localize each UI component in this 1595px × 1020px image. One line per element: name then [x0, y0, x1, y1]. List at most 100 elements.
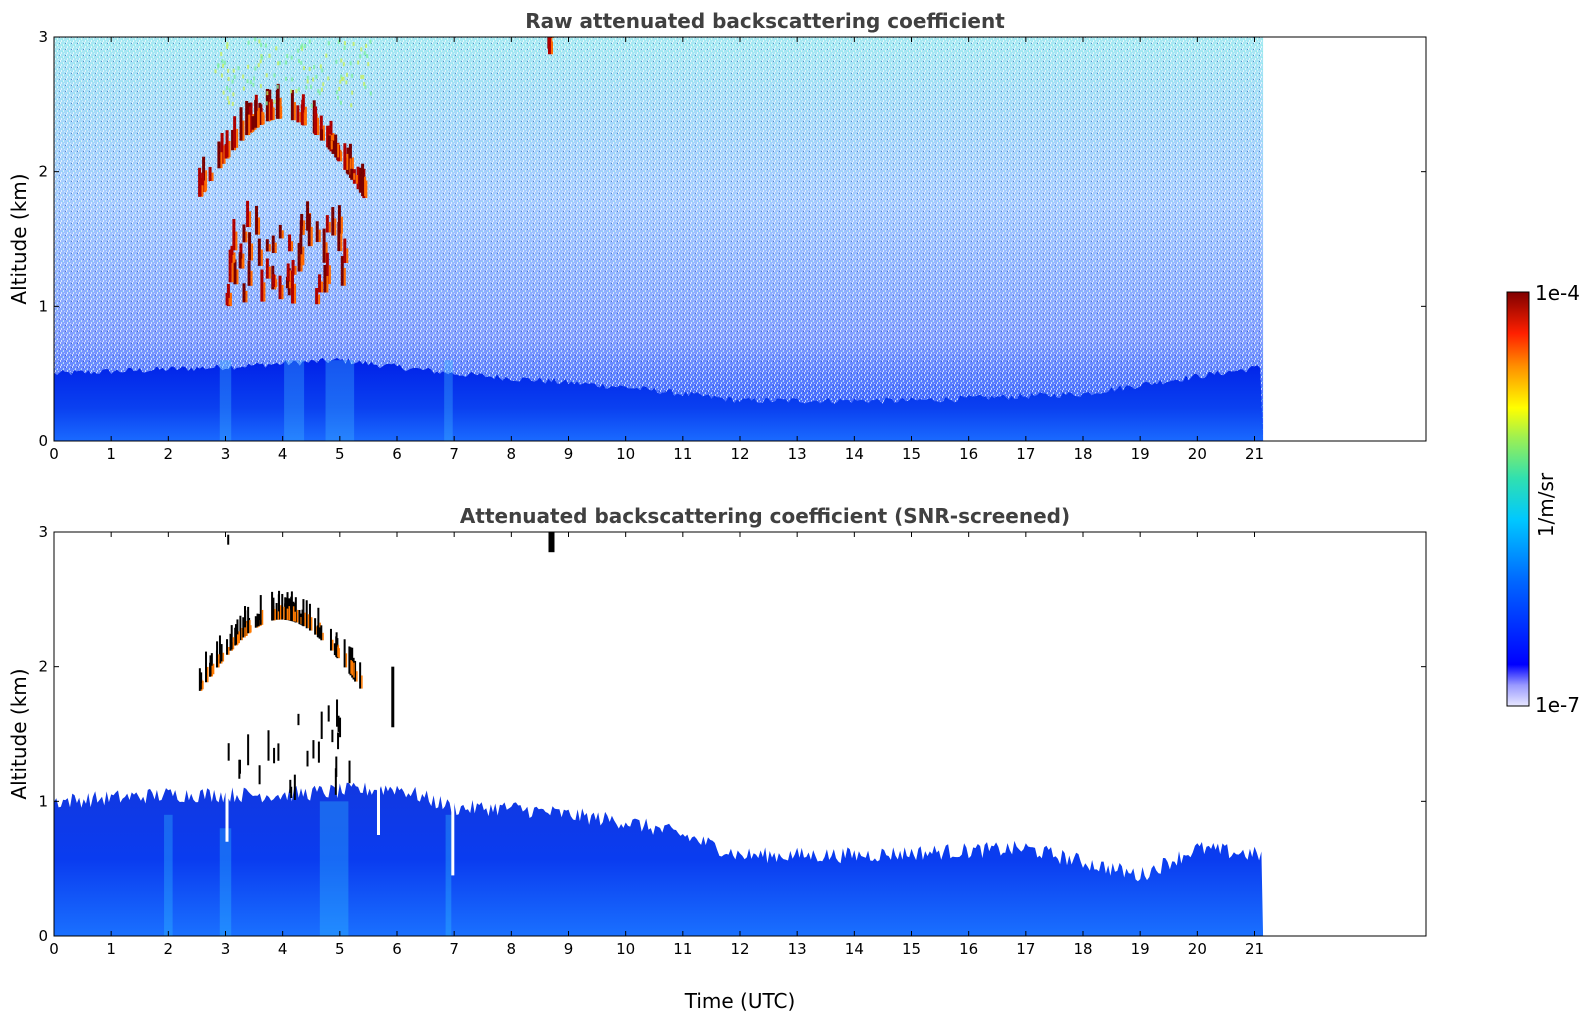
- noise-point: [342, 62, 345, 67]
- noise-point: [319, 64, 322, 69]
- x-axis-label: Time (UTC): [684, 989, 796, 1013]
- noise-point: [366, 54, 369, 59]
- cloud-cell: [205, 651, 208, 683]
- cloud-edge: [330, 140, 333, 150]
- cloud-edge: [250, 625, 252, 633]
- cloud-cell: [314, 106, 318, 135]
- cloud-cell: [251, 116, 255, 130]
- cloud-edge: [289, 270, 292, 281]
- cloud-cell: [242, 617, 245, 638]
- colorbar-min-label: 1e-7: [1535, 693, 1580, 717]
- cloud-edge: [263, 282, 266, 302]
- cloud-edge: [288, 281, 291, 289]
- x-tick-label: 0: [49, 940, 59, 958]
- noise-point: [317, 88, 320, 93]
- noise-point: [275, 46, 278, 51]
- x-tick-label: 6: [392, 940, 402, 958]
- noise-point: [343, 41, 346, 46]
- cloud-cell: [547, 37, 551, 55]
- screened-gap: [225, 787, 229, 842]
- cloud-cell: [272, 274, 276, 288]
- noise-point: [285, 76, 288, 81]
- x-tick-label: 8: [507, 445, 517, 463]
- cloud-edge: [356, 671, 358, 682]
- cloud-cell: [217, 141, 221, 169]
- cloud-edge: [274, 608, 276, 621]
- noise-point: [367, 62, 370, 67]
- x-tick-label: 3: [221, 940, 231, 958]
- noise-point: [264, 43, 267, 48]
- cloud-edge: [232, 637, 235, 650]
- cloud-edge: [321, 281, 324, 293]
- cloud-cell: [247, 734, 250, 766]
- cloud-cell: [199, 676, 202, 690]
- x-tick-label: 12: [730, 445, 749, 463]
- noise-point: [369, 39, 372, 44]
- cloud-cell: [233, 116, 237, 148]
- noise-point: [260, 43, 263, 48]
- noise-point: [265, 73, 268, 78]
- noise-point: [325, 53, 328, 58]
- cloud-edge: [350, 660, 352, 674]
- x-tick-label: 12: [730, 940, 749, 958]
- cloud-edge: [326, 275, 329, 293]
- noise-point: [345, 80, 348, 85]
- noise-point: [322, 82, 325, 87]
- noise-point: [221, 59, 224, 64]
- noise-point: [349, 61, 352, 66]
- x-tick-label: 16: [959, 445, 978, 463]
- cloud-edge: [318, 229, 321, 243]
- aerosol-plume: [164, 814, 173, 936]
- x-tick-label: 20: [1188, 940, 1207, 958]
- cloud-edge: [280, 605, 282, 620]
- cloud-cell: [285, 276, 289, 289]
- noise-point: [277, 61, 280, 66]
- x-tick-label: 20: [1188, 445, 1207, 463]
- x-tick-label: 0: [49, 445, 59, 463]
- cloud-edge: [353, 662, 355, 678]
- x-tick-label: 13: [788, 445, 807, 463]
- cloud-cell: [305, 600, 308, 629]
- noise-point: [227, 76, 230, 81]
- noise-point: [247, 64, 250, 69]
- cloud-cell: [244, 610, 247, 636]
- cloud-cell: [254, 616, 257, 628]
- cloud-cell: [246, 200, 250, 228]
- cloud-cell: [245, 100, 249, 136]
- cloud-cell: [331, 140, 335, 154]
- noise-point: [222, 90, 225, 95]
- cloud-cell: [343, 238, 347, 264]
- cloud-cell: [314, 618, 317, 635]
- cloud-cell: [290, 89, 294, 121]
- cloud-cell: [231, 129, 235, 151]
- noise-point: [290, 55, 293, 60]
- x-tick-label: 2: [164, 445, 174, 463]
- noise-point: [220, 73, 223, 78]
- cloud-edge: [262, 112, 265, 125]
- colorbar-label: 1/m/sr: [1534, 472, 1558, 537]
- x-tick-label: 10: [616, 445, 635, 463]
- x-tick-label: 14: [845, 445, 864, 463]
- cloud-cell: [358, 167, 362, 193]
- cloud-cell: [286, 263, 290, 281]
- cloud-edge: [303, 112, 306, 125]
- cloud-cell: [312, 740, 315, 759]
- cloud-cell: [234, 624, 237, 645]
- cloud-cell: [255, 205, 259, 235]
- cloud-cell: [225, 130, 229, 158]
- cloud-edge: [302, 226, 305, 235]
- x-tick-label: 19: [1131, 940, 1150, 958]
- cloud-cell: [300, 104, 304, 125]
- cloud-cell: [258, 102, 262, 126]
- cloud-edge: [260, 249, 263, 266]
- cloud-cell: [265, 239, 269, 252]
- noise-point: [226, 85, 229, 90]
- noise-point: [301, 43, 304, 48]
- cloud-cell: [216, 641, 219, 668]
- cloud-edge: [249, 620, 251, 634]
- cloud-cell: [236, 619, 239, 644]
- cloud-cell: [299, 220, 303, 235]
- cloud-edge: [235, 231, 238, 251]
- noise-point: [335, 90, 338, 95]
- cloud-cell: [291, 260, 295, 275]
